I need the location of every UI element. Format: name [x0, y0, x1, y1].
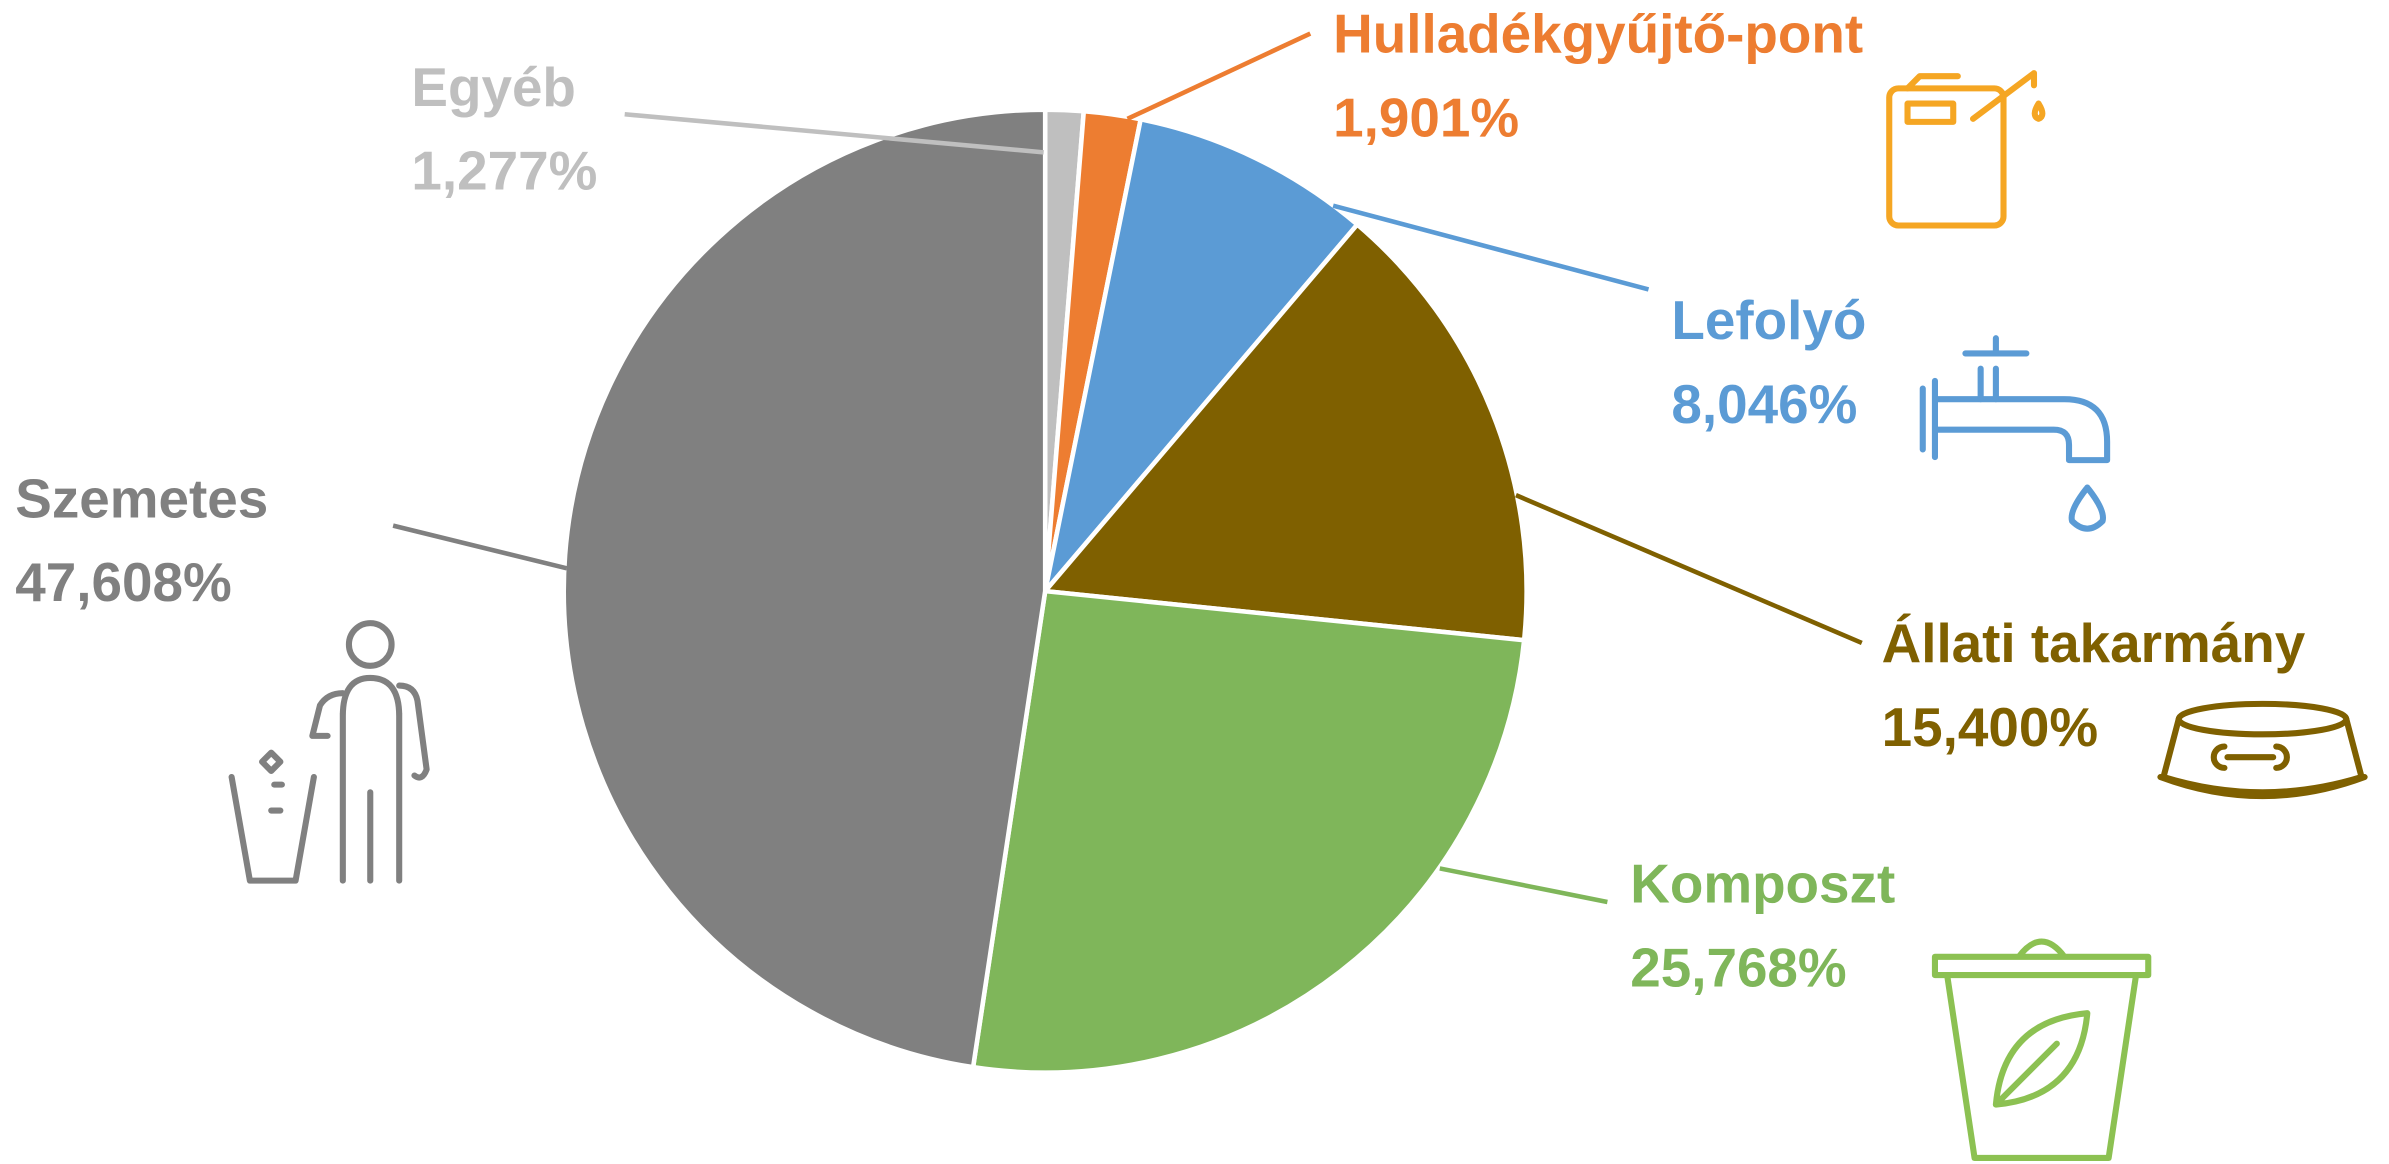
- leader-line: [1439, 866, 1608, 905]
- slice-value-label: 25,768%: [1630, 937, 1846, 999]
- icon-bowl: [2157, 700, 2368, 800]
- slice-label: Állati takarmány: [1882, 612, 2306, 674]
- leader-line: [624, 111, 1044, 155]
- slice-value-label: 1,901%: [1333, 86, 1519, 148]
- pie-slice: [1041, 116, 1361, 600]
- icons: [228, 70, 2368, 1161]
- icon-canister: [1886, 70, 2046, 229]
- slice-label: Lefolyó: [1671, 289, 1866, 351]
- pie-slice: [561, 107, 1048, 1070]
- leader-line: [1126, 31, 1312, 121]
- slice-value-label: 8,046%: [1671, 373, 1857, 435]
- slice-label: Szemetes: [15, 467, 268, 529]
- leader-line: [1332, 203, 1650, 292]
- slice-label: Egyéb: [411, 56, 576, 118]
- slice-value-label: 47,608%: [15, 551, 231, 613]
- slice-label: Hulladékgyűjtő-pont: [1333, 3, 1863, 65]
- slice-value-label: 1,277%: [411, 140, 597, 202]
- pie-slice: [1040, 221, 1529, 643]
- icon-person: [228, 620, 430, 884]
- icon-tap: [1919, 335, 2111, 532]
- pie-slice: [970, 588, 1527, 1075]
- slice-label: Komposzt: [1630, 853, 1895, 915]
- slice-value-label: 15,400%: [1882, 696, 2098, 758]
- leader-line: [392, 523, 568, 571]
- leader-line: [1515, 493, 1863, 646]
- icon-compost: [1931, 938, 2152, 1161]
